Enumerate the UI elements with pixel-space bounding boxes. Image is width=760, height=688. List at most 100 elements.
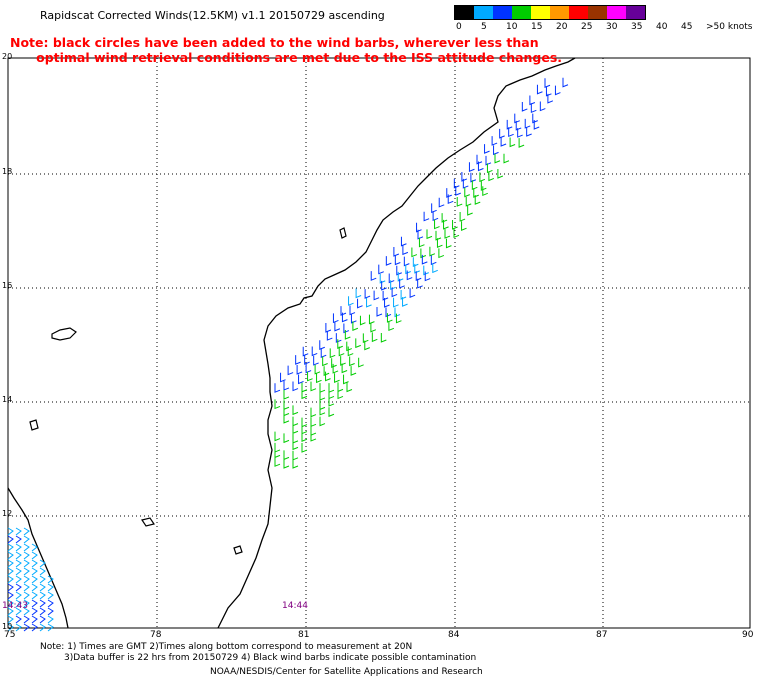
wind-barb — [388, 273, 395, 284]
wind-barb — [301, 389, 308, 400]
wind-barb — [462, 178, 469, 189]
wind-barb — [7, 559, 14, 568]
wind-barb — [364, 289, 371, 299]
coastline-sri-lanka — [7, 487, 69, 629]
wind-barb — [31, 615, 38, 624]
attitude-note-line1: Note: black circles have been added to t… — [10, 35, 539, 50]
wind-barb — [443, 219, 449, 230]
wind-barb — [7, 623, 14, 632]
wind-barb — [329, 348, 336, 359]
wind-barb — [405, 264, 411, 275]
wind-barb — [7, 591, 14, 600]
scale-label-6: 30 — [606, 22, 618, 32]
wind-barb — [524, 118, 531, 129]
wind-barb — [386, 313, 393, 323]
wind-barb — [403, 256, 410, 267]
wind-barb — [7, 607, 14, 616]
wind-barb — [506, 119, 513, 130]
wind-barb — [545, 86, 552, 97]
wind-barb — [23, 551, 30, 560]
island-3 — [29, 419, 39, 431]
wind-barb — [465, 196, 472, 207]
wind-barb — [316, 373, 322, 384]
wind-barb — [423, 211, 430, 222]
attitude-note-line2: optimal wind retrieval conditions are me… — [10, 50, 563, 65]
wind-barb — [379, 273, 386, 284]
wind-barb — [296, 364, 303, 375]
wind-barb — [15, 591, 22, 600]
wind-barb — [453, 178, 460, 189]
wind-barb — [417, 278, 423, 289]
time-label-left: 14:43 — [2, 601, 28, 611]
wind-barb — [494, 153, 501, 164]
lat-label-12: 12 — [2, 509, 13, 518]
wind-barb — [355, 338, 361, 349]
wind-barb — [470, 172, 477, 183]
wind-barb — [287, 365, 294, 376]
scale-swatch-6 — [569, 6, 588, 19]
wind-barb — [292, 405, 299, 416]
wind-barb — [292, 433, 299, 444]
scale-label-7: 35 — [631, 22, 643, 32]
wind-barb — [283, 459, 290, 469]
wind-barb — [305, 363, 312, 374]
scale-label-9: 45 — [681, 22, 693, 32]
wind-barb — [283, 450, 290, 461]
scale-swatch-3 — [512, 6, 531, 19]
scale-swatch-1 — [474, 6, 493, 19]
scale-swatch-7 — [588, 6, 607, 19]
scale-labels: 0 5 10 15 20 25 30 35 40 45 >50 knots — [454, 22, 754, 34]
wind-barb — [435, 230, 442, 241]
wind-barb — [31, 543, 38, 552]
wind-barb — [530, 103, 537, 114]
scale-label-0: 0 — [456, 22, 462, 32]
wind-barb — [508, 127, 514, 138]
wind-barb — [411, 247, 418, 258]
wind-barb — [23, 559, 30, 568]
wind-barb — [311, 346, 318, 357]
scale-label-2: 10 — [506, 22, 518, 32]
wind-barb — [509, 137, 516, 148]
wind-barb — [486, 163, 493, 174]
wind-barb — [464, 187, 470, 198]
wind-barb — [310, 407, 317, 418]
wind-barb — [328, 407, 335, 417]
wind-barb — [292, 424, 299, 434]
wind-barb — [368, 314, 375, 325]
wind-barb — [31, 551, 38, 560]
wind-barb — [298, 374, 304, 385]
scale-swatch-4 — [531, 6, 550, 19]
wind-barb — [394, 255, 401, 266]
wind-barb — [415, 271, 422, 281]
wind-barb — [320, 348, 327, 358]
wind-barb — [313, 355, 319, 366]
wind-barb — [485, 155, 492, 166]
scale-swatch-9 — [626, 6, 645, 19]
wind-barb — [456, 197, 463, 207]
wind-barb — [452, 219, 458, 230]
wind-barb — [302, 346, 309, 357]
wind-barb — [399, 278, 405, 289]
wind-barb — [31, 623, 38, 632]
wind-barb — [436, 238, 443, 248]
wind-barb — [31, 567, 38, 576]
wind-barb — [23, 615, 30, 624]
wind-barb — [31, 599, 38, 608]
wind-barb — [350, 313, 357, 324]
wind-barb — [39, 575, 46, 584]
wind-barb — [473, 188, 479, 198]
wind-barb — [426, 229, 433, 240]
wind-barb — [378, 264, 384, 275]
scale-swatches — [454, 5, 646, 20]
wind-barb — [274, 431, 281, 442]
wind-barb — [15, 583, 22, 592]
wind-barb — [15, 543, 22, 552]
wind-barb — [352, 321, 359, 331]
grid-lines — [8, 58, 750, 628]
wind-barb — [295, 355, 301, 365]
wind-barb — [459, 212, 466, 222]
wind-barb — [340, 356, 346, 366]
wind-barb — [366, 297, 372, 308]
wind-barb — [319, 390, 326, 401]
wind-barb — [429, 246, 436, 257]
